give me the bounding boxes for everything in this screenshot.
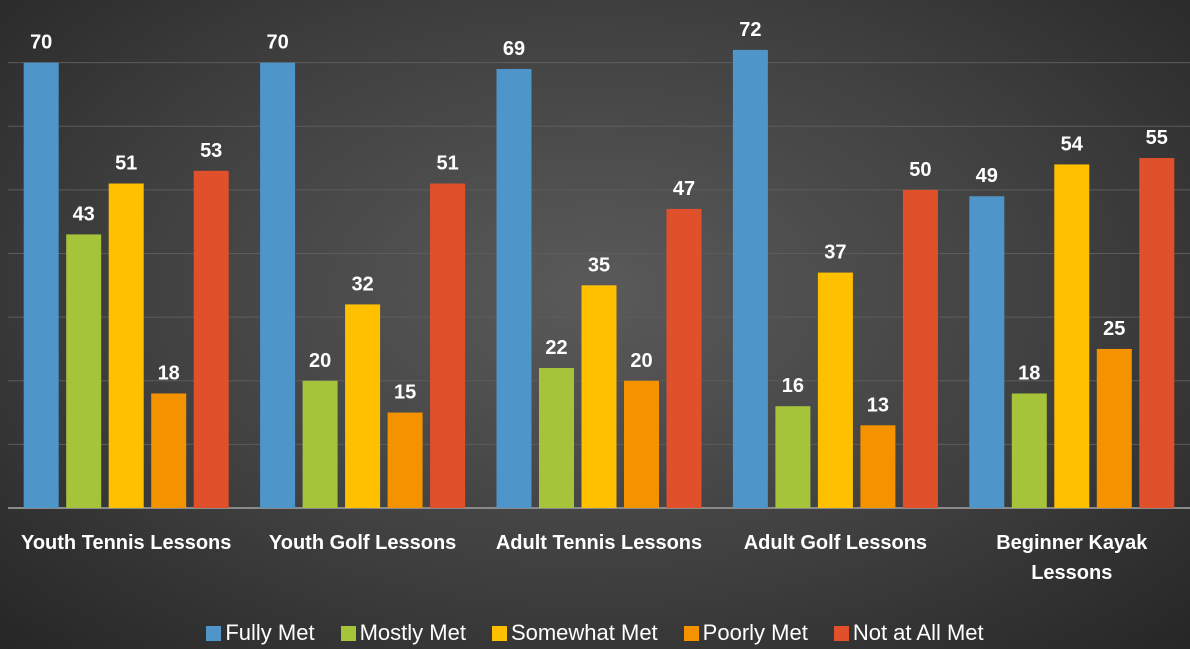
data-label: 70 — [30, 32, 52, 54]
bar — [969, 196, 1005, 509]
bar — [666, 208, 702, 508]
data-label: 50 — [909, 159, 931, 181]
x-tick-label: Youth Tennis Lessons — [20, 532, 232, 554]
legend-label: Mostly Met — [359, 620, 466, 645]
bar — [1096, 348, 1132, 508]
data-label: 35 — [588, 254, 610, 276]
data-label: 54 — [1061, 133, 1084, 155]
bar — [108, 183, 144, 508]
x-tick-label: Adult Tennis Lessons — [495, 532, 703, 554]
bar — [539, 368, 574, 508]
bar — [151, 393, 187, 508]
data-label: 69 — [503, 38, 525, 60]
legend-swatch — [833, 625, 849, 641]
legend-swatch — [340, 625, 356, 641]
x-tick-label: Adult Golf Lessons — [743, 532, 928, 554]
data-label: 47 — [673, 178, 695, 200]
data-label: 13 — [867, 394, 889, 416]
data-label: 53 — [200, 140, 222, 162]
x-tick-label: Beginner Kayak Lessons — [996, 532, 1148, 584]
legend-swatch — [683, 625, 699, 641]
data-label: 72 — [739, 19, 761, 41]
data-label: 20 — [630, 350, 652, 372]
data-label: 49 — [976, 165, 998, 187]
bar — [775, 406, 811, 508]
bar — [581, 285, 617, 508]
data-label: 22 — [545, 337, 567, 359]
bar — [817, 272, 853, 508]
bar — [732, 49, 768, 509]
legend-label: Poorly Met — [702, 620, 808, 645]
legend-label: Somewhat Met — [510, 620, 658, 645]
bar — [23, 62, 59, 508]
legend-swatch — [206, 625, 222, 641]
legend-item: Somewhat Met — [491, 620, 658, 646]
legend-item: Mostly Met — [340, 620, 466, 646]
legend-label: Fully Met — [225, 620, 315, 645]
bar — [902, 189, 938, 508]
bar — [345, 304, 381, 508]
data-label: 43 — [73, 203, 95, 225]
bar — [496, 68, 532, 509]
x-tick-label: Youth Golf Lessons — [268, 532, 457, 554]
data-label: 15 — [394, 382, 416, 404]
data-label: 18 — [158, 362, 180, 384]
data-label: 32 — [351, 273, 373, 295]
bar — [66, 234, 102, 508]
data-label: 70 — [266, 32, 288, 54]
legend: Fully Met Mostly Met Somewhat Met Poorly Me… — [0, 620, 1190, 646]
data-label: 25 — [1103, 318, 1125, 340]
bar — [260, 62, 296, 508]
bar — [624, 380, 659, 508]
legend-item: Not at All Met — [833, 620, 984, 646]
legend-swatch — [491, 625, 507, 641]
bar — [860, 425, 896, 508]
data-label: 37 — [824, 242, 846, 264]
data-label: 51 — [115, 153, 137, 175]
data-label: 18 — [1018, 362, 1040, 384]
data-label: 51 — [436, 153, 458, 175]
data-label: 55 — [1146, 127, 1168, 149]
legend-item: Fully Met — [206, 620, 315, 646]
bar — [193, 170, 229, 508]
data-label: 20 — [309, 350, 331, 372]
legend-label: Not at All Met — [852, 620, 984, 645]
bar — [1011, 393, 1047, 508]
bar — [1139, 158, 1175, 508]
bar — [1054, 164, 1090, 509]
bar — [387, 412, 423, 508]
data-label: 16 — [782, 375, 804, 397]
legend-item: Poorly Met — [683, 620, 808, 646]
bar — [430, 183, 466, 508]
bar — [302, 380, 338, 508]
